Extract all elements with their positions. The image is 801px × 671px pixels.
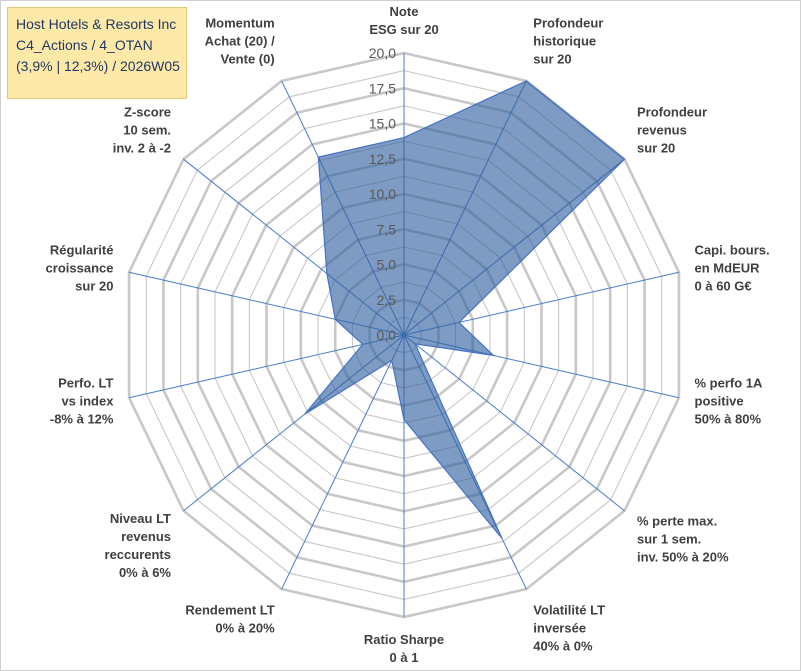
axis-label-line: vs index — [61, 393, 114, 408]
axis-label-line: 40% à 0% — [533, 638, 593, 653]
tick-label: 7,5 — [377, 221, 397, 237]
axis-label-line: Capi. bours. — [695, 243, 770, 258]
axis-label: Volatilité LT inversée 40% à 0% — [533, 602, 605, 653]
axis-label-line: Profondeur — [637, 104, 707, 119]
axis-label-line: inversée — [533, 620, 586, 635]
tick-label: 15,0 — [369, 116, 396, 132]
tick-label: 20,0 — [369, 45, 396, 61]
data-point — [303, 413, 306, 416]
axis-label-line: ESG sur 20 — [369, 22, 438, 37]
tick-label: 0,0 — [377, 327, 397, 343]
axis-label-line: 0% à 20% — [215, 620, 275, 635]
tick-label: 10,0 — [369, 186, 396, 202]
chart-title-line-2: C4_Actions / 4_OTAN — [16, 37, 153, 53]
axis-label: Ratio Sharpe 0 à 1 — [364, 632, 444, 665]
axis-label-line: sur 20 — [637, 140, 675, 155]
axis-label-line: historique — [533, 34, 596, 49]
axis-label: Capi. bours. en MdEUR 0 à 60 G€ — [695, 243, 770, 294]
axis-label: Perfo. LT vs index -8% à 12% — [50, 375, 114, 426]
axis-spoke — [281, 334, 405, 590]
axis-label-line: Niveau LT — [110, 511, 171, 526]
axis-label: Note ESG sur 20 — [369, 4, 438, 37]
axis-label: Z-score 10 sem. inv. 2 à -2 — [113, 104, 171, 155]
axis-label-line: Régularité — [50, 243, 114, 258]
axis-label-line: Profondeur — [533, 16, 603, 31]
axis-label-line: sur 20 — [533, 52, 571, 67]
axis-label-line: Ratio Sharpe — [364, 632, 444, 647]
chart-title-box: Host Hotels & Resorts Inc C4_Actions / 4… — [7, 7, 187, 99]
data-point — [457, 321, 460, 324]
data-point — [492, 354, 495, 357]
data-point — [403, 136, 406, 139]
axis-label-line: sur 20 — [75, 279, 113, 294]
axis-label-line: revenus — [637, 122, 687, 137]
data-point — [500, 537, 503, 540]
data-point — [390, 359, 393, 362]
axis-spoke — [403, 334, 625, 512]
axis-label: Régularité croissance sur 20 — [46, 243, 114, 294]
axis-label-line: Z-score — [124, 104, 171, 119]
axis-label-line: 50% à 80% — [695, 411, 762, 426]
axis-label-line: Vente (0) — [221, 52, 275, 67]
tick-label: 17,5 — [369, 80, 396, 96]
chart-title-line-3: (3,9% | 12,3%) / 2026W05 — [16, 58, 180, 74]
axis-label-line: positive — [695, 393, 744, 408]
axis-label-line: -8% à 12% — [50, 411, 114, 426]
data-point — [403, 418, 406, 421]
axis-label-line: 0 à 60 G€ — [695, 279, 752, 294]
data-point — [325, 272, 328, 275]
tick-label: 12,5 — [369, 151, 396, 167]
axis-label-line: 0 à 1 — [390, 650, 419, 665]
axis-label-line: Volatilité LT — [533, 602, 605, 617]
axis-label-line: Momentum — [205, 16, 274, 31]
axis-label-line: inv. 50% à 20% — [637, 550, 729, 565]
axis-label: Profondeur revenus sur 20 — [637, 104, 707, 155]
axis-label-line: croissance — [46, 261, 114, 276]
axis-label: Rendement LT 0% à 20% — [185, 602, 275, 635]
series-area — [304, 80, 626, 539]
chart-title-line-1: Host Hotels & Resorts Inc — [16, 16, 177, 32]
data-point — [317, 156, 320, 159]
axis-label-line: en MdEUR — [695, 261, 761, 276]
axis-label: Profondeur historique sur 20 — [533, 16, 603, 67]
axis-label-line: Rendement LT — [185, 602, 274, 617]
axis-label: % perte max. sur 1 sem. inv. 50% à 20% — [637, 514, 729, 565]
tick-label: 5,0 — [377, 257, 397, 273]
axis-label-line: Perfo. LT — [58, 375, 113, 390]
axis-label-line: Note — [390, 4, 419, 19]
axis-label-line: % perfo 1A — [695, 375, 764, 390]
axis-label-line: % perte max. — [637, 514, 717, 529]
axis-label-line: inv. 2 à -2 — [113, 140, 171, 155]
axis-label-line: reccurents — [105, 547, 171, 562]
axis-label-line: 0% à 6% — [119, 565, 171, 580]
axis-label-line: 10 sem. — [123, 122, 171, 137]
tick-label: 2,5 — [377, 292, 397, 308]
axis-spoke — [128, 334, 405, 399]
axis-label: Niveau LT revenus reccurents 0% à 6% — [105, 511, 172, 580]
data-point — [361, 343, 364, 346]
data-point — [414, 342, 417, 345]
data-point — [623, 158, 626, 161]
axis-label-line: Achat (20) / — [205, 34, 275, 49]
axis-label-line: revenus — [121, 529, 171, 544]
axis-label: Momentum Achat (20) / Vente (0) — [205, 16, 275, 67]
data-point — [334, 318, 337, 321]
axis-label: % perfo 1A positive 50% à 80% — [695, 375, 764, 426]
axis-label-line: sur 1 sem. — [637, 532, 701, 547]
data-point — [525, 79, 528, 82]
